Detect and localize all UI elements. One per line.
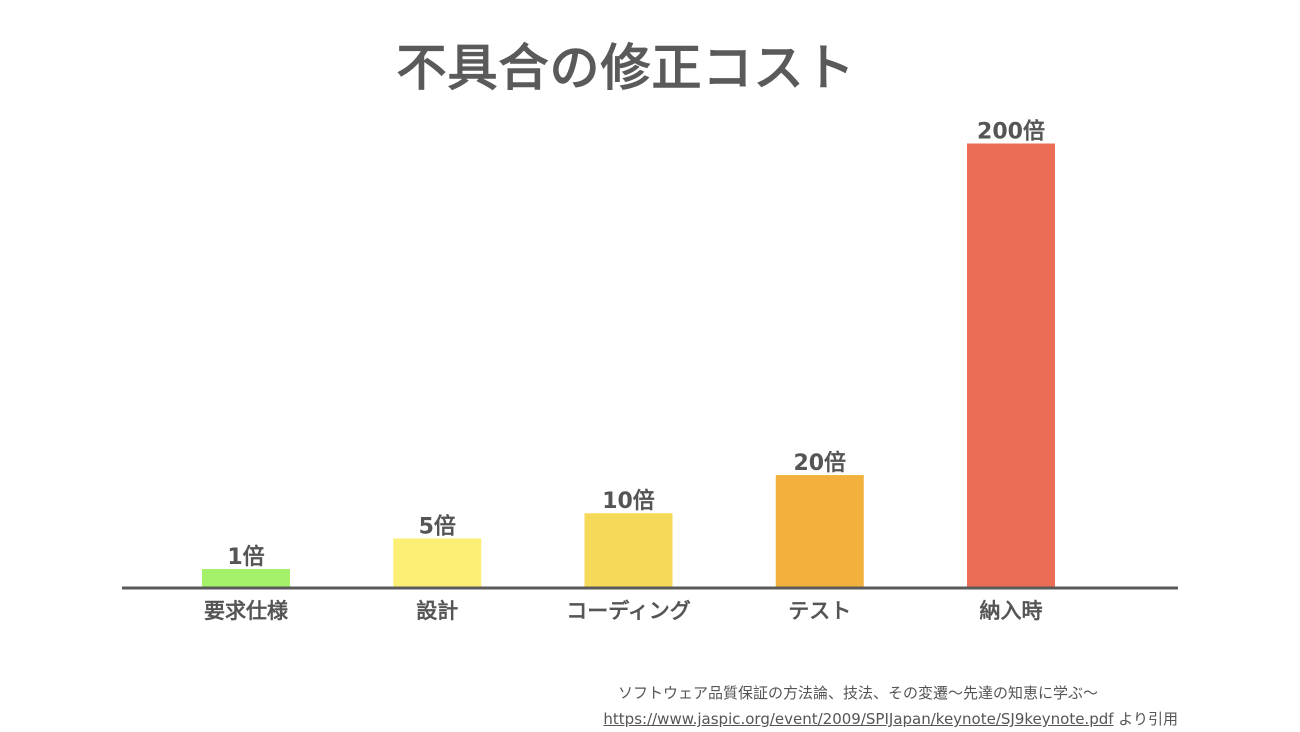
chart-title: 不具合の修正コスト bbox=[396, 39, 856, 97]
data-label: 5倍 bbox=[419, 513, 456, 539]
data-label: 10倍 bbox=[602, 488, 655, 514]
data-label: 20倍 bbox=[793, 450, 846, 476]
data-label: 200倍 bbox=[977, 119, 1045, 145]
bar-3 bbox=[584, 513, 673, 588]
category-label: コーディング bbox=[566, 599, 691, 623]
bar-2 bbox=[393, 538, 482, 588]
category-label: 要求仕様 bbox=[204, 599, 289, 623]
source-suffix: より引用 bbox=[1113, 710, 1178, 728]
source-citation: https://www.jaspic.org/event/2009/SPIJap… bbox=[603, 708, 1178, 729]
bar-1 bbox=[202, 569, 290, 588]
category-label: テスト bbox=[788, 599, 851, 623]
category-label: 納入時 bbox=[980, 599, 1043, 623]
data-label: 1倍 bbox=[227, 544, 264, 570]
category-label: 設計 bbox=[416, 599, 458, 623]
bar-5 bbox=[967, 143, 1055, 589]
source-title: ソフトウェア品質保証の方法論、技法、その変遷〜先達の知恵に学ぶ〜 bbox=[617, 684, 1098, 702]
source-link[interactable]: https://www.jaspic.org/event/2009/SPIJap… bbox=[603, 710, 1114, 728]
bar-4 bbox=[775, 475, 864, 588]
